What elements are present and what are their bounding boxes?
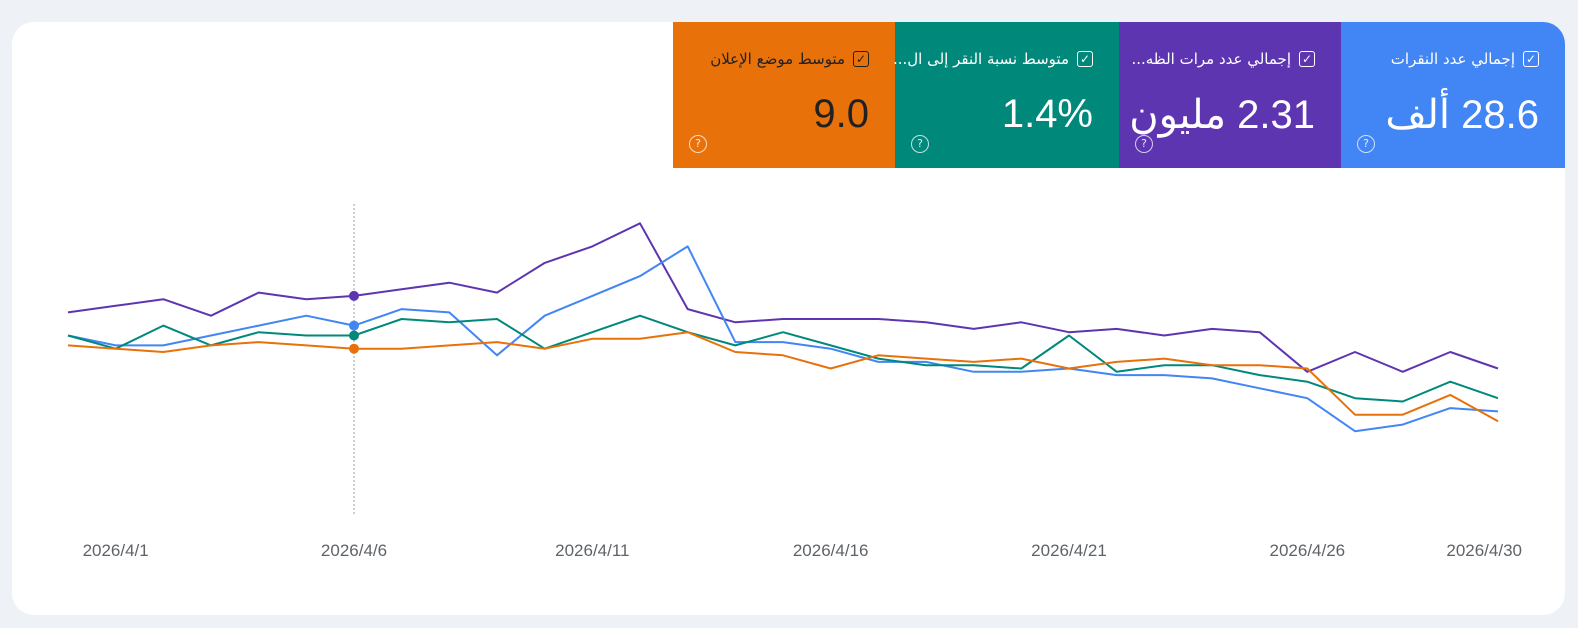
x-tick-label: 2026/4/11 bbox=[555, 541, 629, 560]
x-tick-label: 2026/4/30 bbox=[1446, 541, 1522, 560]
hover-point-2[interactable] bbox=[349, 320, 359, 331]
x-tick-label: 2026/4/6 bbox=[321, 541, 387, 560]
series-line-4 bbox=[67, 331, 1499, 423]
hover-point-4[interactable] bbox=[349, 343, 359, 354]
x-tick-label: 2026/4/1 bbox=[83, 541, 149, 560]
series-line-1 bbox=[67, 222, 1499, 373]
metric-label: إجمالي عدد النقرات bbox=[1390, 50, 1515, 68]
help-circle-icon[interactable]: ? bbox=[689, 135, 707, 153]
checkbox-icon[interactable]: ✓ bbox=[1077, 51, 1093, 67]
metric-tile-4[interactable]: إجمالي عدد النقرات ✓ 28.6 ألف? bbox=[1341, 22, 1565, 168]
help-circle-icon[interactable]: ? bbox=[1135, 135, 1153, 153]
metric-tile-2[interactable]: متوسط نسبة النقر إلى ال... ✓ 1.4%? bbox=[893, 22, 1119, 168]
checkbox-icon[interactable]: ✓ bbox=[1299, 51, 1315, 67]
series-line-3 bbox=[67, 314, 1499, 403]
metric-label: متوسط نسبة النقر إلى ال... bbox=[892, 50, 1069, 68]
metric-tile-1[interactable]: متوسط موضع الإعلان ✓ 9.0? bbox=[673, 22, 895, 168]
metric-value: 9.0 bbox=[813, 92, 869, 136]
metric-header: إجمالي عدد مرات الظه... ✓ bbox=[1131, 50, 1315, 68]
metric-tile-3[interactable]: إجمالي عدد مرات الظه... ✓ 2.31 مليون? bbox=[1119, 22, 1341, 168]
x-tick-label: 2026/4/16 bbox=[793, 541, 869, 560]
series-line-2 bbox=[67, 245, 1499, 433]
x-tick-label: 2026/4/26 bbox=[1270, 541, 1346, 560]
metric-label: إجمالي عدد مرات الظه... bbox=[1131, 50, 1291, 68]
metric-value: 2.31 مليون bbox=[1129, 93, 1315, 137]
x-tick-label: 2026/4/21 bbox=[1031, 541, 1107, 560]
metric-header: متوسط نسبة النقر إلى ال... ✓ bbox=[893, 50, 1093, 68]
hover-point-3[interactable] bbox=[349, 330, 359, 341]
help-circle-icon[interactable]: ? bbox=[1357, 135, 1375, 153]
help-circle-icon[interactable]: ? bbox=[911, 135, 929, 153]
performance-card: 2026/4/1 2026/4/6 2026/4/11 2026/4/16 2026/4… bbox=[12, 22, 1565, 615]
checkbox-icon[interactable]: ✓ bbox=[853, 51, 869, 67]
metric-value: 1.4% bbox=[1001, 92, 1093, 136]
metric-value: 28.6 ألف bbox=[1385, 93, 1539, 137]
hover-point-1[interactable] bbox=[349, 290, 359, 301]
metric-header: إجمالي عدد النقرات ✓ bbox=[1391, 50, 1539, 68]
metric-label: متوسط موضع الإعلان bbox=[710, 50, 845, 68]
checkbox-icon[interactable]: ✓ bbox=[1523, 51, 1539, 67]
metric-tiles: متوسط موضع الإعلان ✓ 9.0? متوسط نسبة النقر … bbox=[673, 22, 1565, 168]
line-chart: 2026/4/1 2026/4/6 2026/4/11 2026/4/16 2026/4… bbox=[67, 204, 1522, 560]
metric-header: متوسط موضع الإعلان ✓ bbox=[710, 50, 869, 68]
